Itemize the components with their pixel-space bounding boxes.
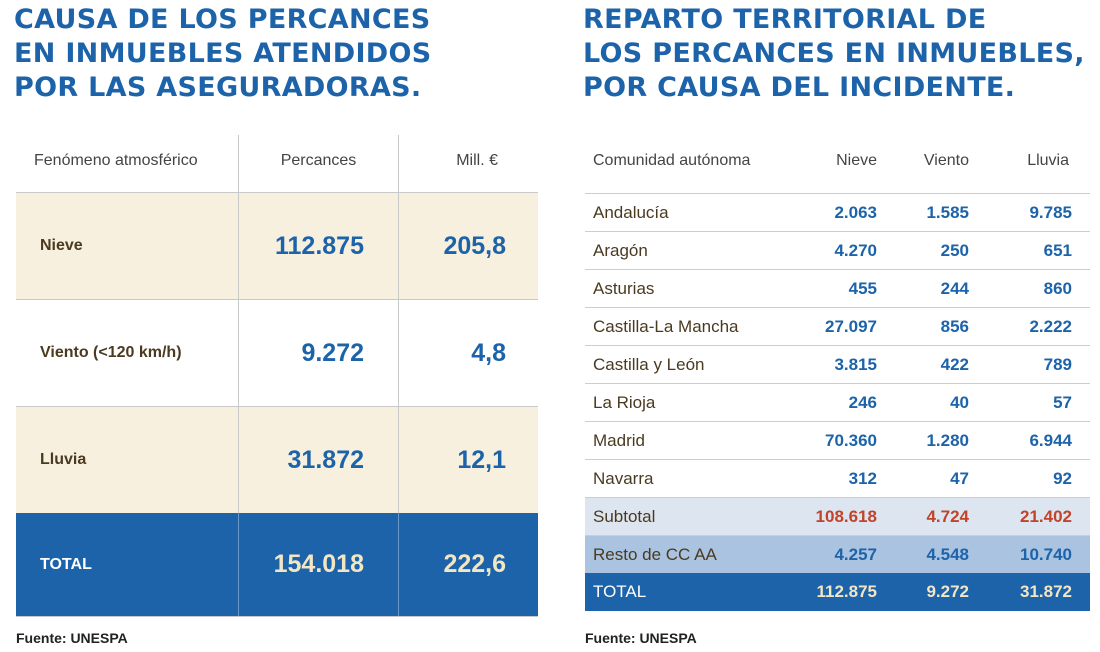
lluvia-value: 9.785 <box>1029 202 1072 222</box>
resto-row: Resto de CC AA 4.257 4.548 10.740 <box>585 535 1090 573</box>
region-name: Andalucía <box>593 202 669 222</box>
header-fenomeno: Fenómeno atmosférico <box>34 152 198 169</box>
total-nieve: 112.875 <box>816 582 877 601</box>
table-row: Andalucía 2.063 1.585 9.785 <box>585 193 1090 231</box>
table-row: Viento (<120 km/h) 9.272 4,8 <box>16 299 538 406</box>
region-name: Madrid <box>593 430 645 450</box>
subtotal-viento: 4.724 <box>926 506 969 526</box>
nieve-value: 70.360 <box>825 430 877 450</box>
nieve-value: 2.063 <box>834 202 877 222</box>
lluvia-value: 92 <box>1053 468 1072 488</box>
right-title-line: POR CAUSA DEL INCIDENTE. <box>583 72 1016 103</box>
right-title-line: REPARTO TERRITORIAL DE <box>583 4 987 35</box>
row-millones: 12,1 <box>398 407 538 513</box>
viento-value: 1.280 <box>926 430 969 450</box>
region-name: La Rioja <box>593 392 656 412</box>
row-millones: 4,8 <box>398 300 538 406</box>
table-row: Castilla-La Mancha 27.097 856 2.222 <box>585 307 1090 345</box>
viento-value: 1.585 <box>926 202 969 222</box>
lluvia-value: 2.222 <box>1029 316 1072 336</box>
nieve-value: 246 <box>848 392 877 412</box>
subtotal-label: Subtotal <box>593 506 656 526</box>
right-source: Fuente: UNESPA <box>585 630 697 646</box>
resto-nieve: 4.257 <box>834 544 877 564</box>
table-row: Asturias 455 244 860 <box>585 269 1090 307</box>
nieve-value: 455 <box>848 278 877 298</box>
left-title-line: EN INMUEBLES ATENDIDOS <box>14 38 432 69</box>
table-row: Castilla y León 3.815 422 789 <box>585 345 1090 383</box>
viento-value: 40 <box>950 392 969 412</box>
header-lluvia: Lluvia <box>1027 152 1069 169</box>
row-label: Lluvia <box>40 451 87 468</box>
nieve-value: 4.270 <box>834 240 877 260</box>
row-label: Viento (<120 km/h) <box>40 344 182 361</box>
header-comunidad: Comunidad autónoma <box>593 152 751 169</box>
total-viento: 9.272 <box>926 582 969 601</box>
lluvia-value: 789 <box>1043 354 1072 374</box>
nieve-value: 312 <box>848 468 877 488</box>
row-percances: 31.872 <box>238 407 398 513</box>
region-name: Aragón <box>593 240 648 260</box>
region-name: Castilla-La Mancha <box>593 316 739 336</box>
left-title-line: POR LAS ASEGURADORAS. <box>14 72 422 103</box>
total-label: TOTAL <box>40 555 92 573</box>
viento-value: 250 <box>940 240 969 260</box>
lluvia-value: 860 <box>1043 278 1072 298</box>
nieve-value: 27.097 <box>825 316 877 336</box>
header-viento: Viento <box>923 152 969 169</box>
table-bottom-divider <box>16 616 538 617</box>
resto-viento: 4.548 <box>926 544 969 564</box>
row-percances: 9.272 <box>238 300 398 406</box>
header-nieve: Nieve <box>836 152 877 169</box>
regional-table: Comunidad autónoma Nieve Viento Lluvia A… <box>585 135 1090 611</box>
total-millones: 222,6 <box>398 513 538 616</box>
nieve-value: 3.815 <box>834 354 877 374</box>
row-label: Nieve <box>40 237 83 254</box>
lluvia-value: 6.944 <box>1029 430 1072 450</box>
viento-value: 422 <box>940 354 969 374</box>
region-name: Castilla y León <box>593 354 705 374</box>
table-row: La Rioja 246 40 57 <box>585 383 1090 421</box>
table-row: Navarra 312 47 92 <box>585 459 1090 497</box>
causes-table: Fenómeno atmosférico Percances Mill. € N… <box>16 135 538 617</box>
region-name: Asturias <box>593 278 655 298</box>
header-percances: Percances <box>238 135 398 192</box>
total-label: TOTAL <box>593 582 647 601</box>
lluvia-value: 57 <box>1053 392 1072 412</box>
table-row: Aragón 4.270 250 651 <box>585 231 1090 269</box>
lluvia-value: 651 <box>1043 240 1072 260</box>
right-panel-title: REPARTO TERRITORIAL DE LOS PERCANCES EN … <box>583 3 1085 105</box>
total-percances: 154.018 <box>238 513 398 616</box>
table-row: Madrid 70.360 1.280 6.944 <box>585 421 1090 459</box>
viento-value: 244 <box>940 278 969 298</box>
viento-value: 47 <box>950 468 969 488</box>
causes-table-header: Fenómeno atmosférico Percances Mill. € <box>16 135 538 192</box>
regional-table-header: Comunidad autónoma Nieve Viento Lluvia <box>585 135 1090 193</box>
total-lluvia: 31.872 <box>1020 582 1072 601</box>
total-row: TOTAL 154.018 222,6 <box>16 513 538 616</box>
subtotal-lluvia: 21.402 <box>1020 506 1072 526</box>
resto-lluvia: 10.740 <box>1020 544 1072 564</box>
total-row: TOTAL 112.875 9.272 31.872 <box>585 573 1090 611</box>
resto-label: Resto de CC AA <box>593 544 717 564</box>
table-row: Lluvia 31.872 12,1 <box>16 406 538 513</box>
viento-value: 856 <box>940 316 969 336</box>
row-millones: 205,8 <box>398 193 538 299</box>
left-title-line: CAUSA DE LOS PERCANCES <box>14 4 431 35</box>
right-title-line: LOS PERCANCES EN INMUEBLES, <box>583 38 1085 69</box>
subtotal-nieve: 108.618 <box>815 506 877 526</box>
region-name: Navarra <box>593 468 654 488</box>
left-panel-title: CAUSA DE LOS PERCANCES EN INMUEBLES ATEN… <box>14 3 432 105</box>
header-millones: Mill. € <box>398 135 538 192</box>
subtotal-row: Subtotal 108.618 4.724 21.402 <box>585 497 1090 535</box>
table-row: Nieve 112.875 205,8 <box>16 192 538 299</box>
left-source: Fuente: UNESPA <box>16 630 128 646</box>
row-percances: 112.875 <box>238 193 398 299</box>
